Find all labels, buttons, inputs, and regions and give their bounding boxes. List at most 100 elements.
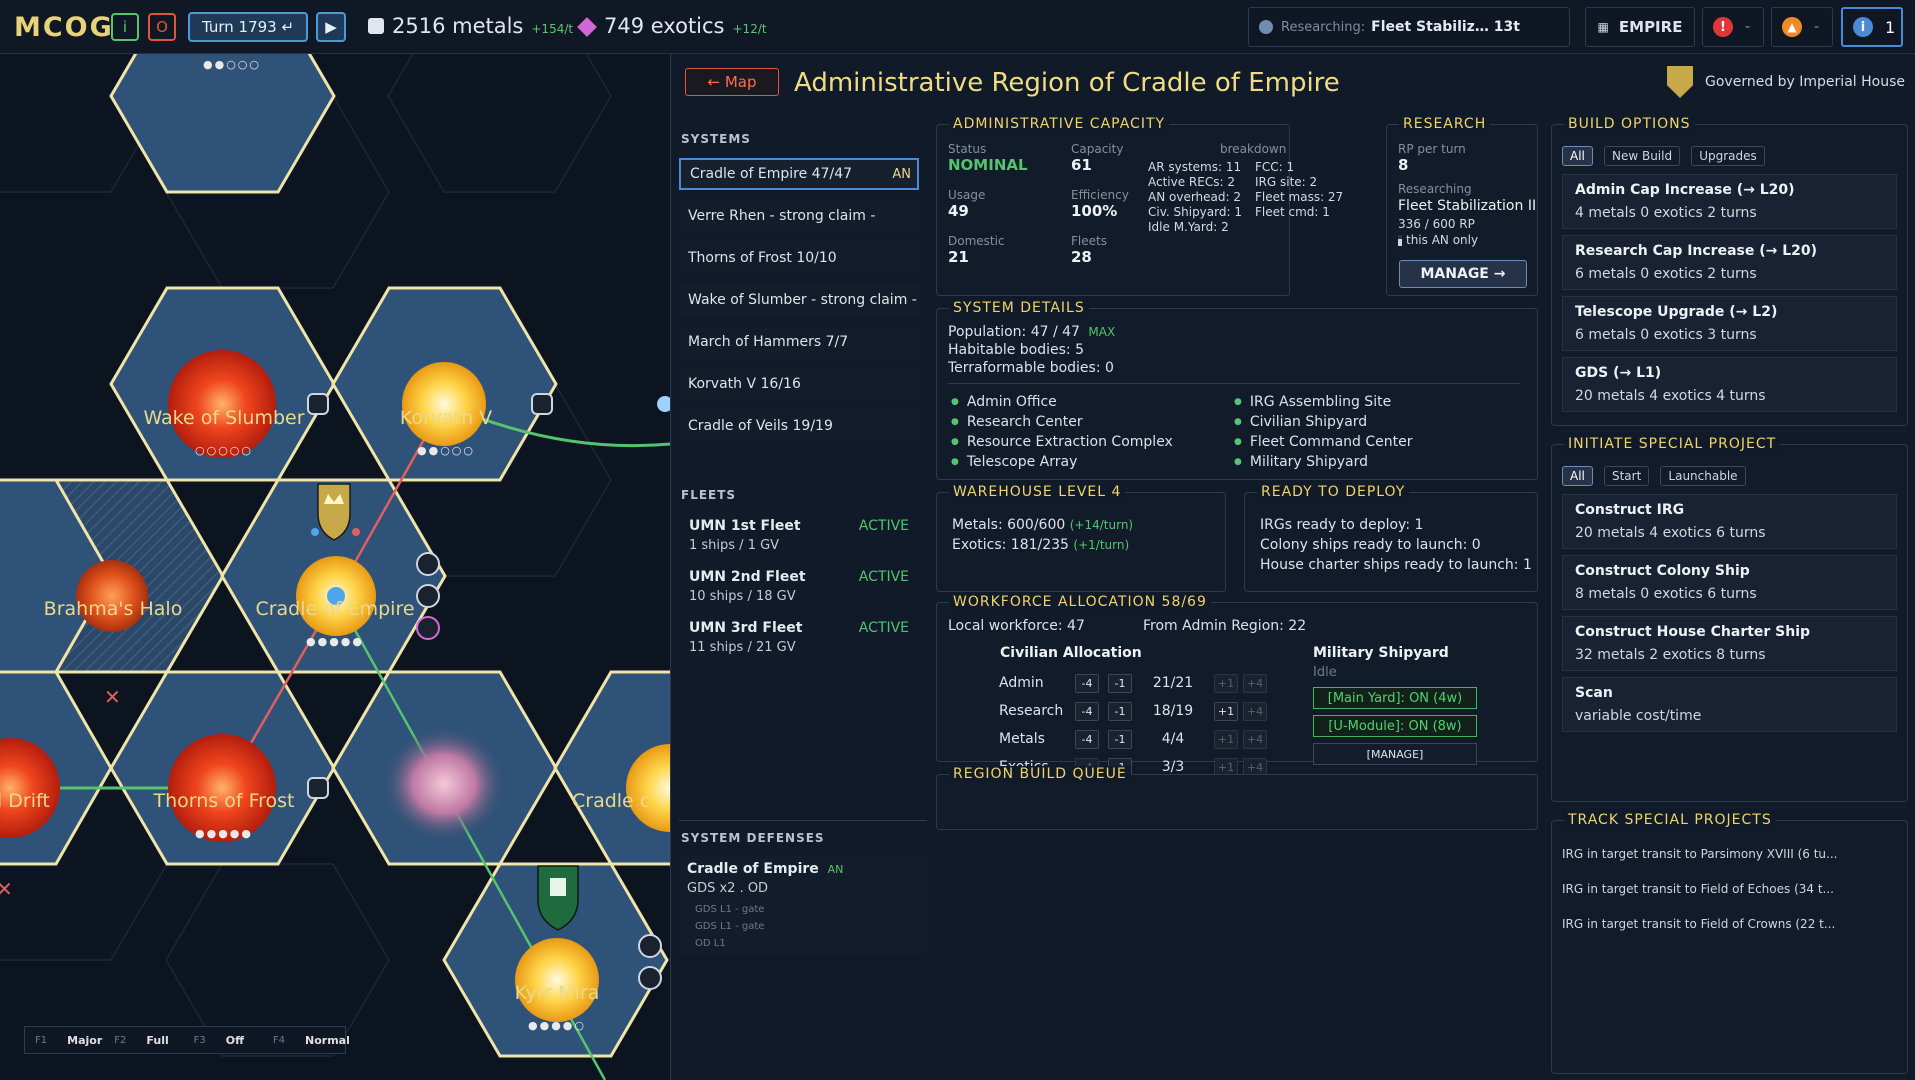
defense-item[interactable]: Cradle of Empire AN GDS x2 . OD GDS L1 -… [679,855,927,955]
special-filters: All Start Launchable [1562,465,1897,486]
key-f3-value[interactable]: Off [225,1033,244,1047]
special-project[interactable]: Construct Colony Ship 8 metals 0 exotics … [1562,555,1897,610]
system-label-cradle-of-empire[interactable]: Cradle of Empire [255,598,415,620]
plus-4-button[interactable]: +4 [1243,757,1267,777]
fleet-info: 10 ships / 18 GV [689,589,796,604]
deploy-box: READY TO DEPLOY IRGs ready to deploy: 1 … [1244,484,1538,592]
info-toggle-button[interactable]: i [111,13,139,41]
minus-1-button[interactable]: -1 [1108,729,1132,749]
play-button[interactable]: ▶ [316,12,346,42]
build-option[interactable]: GDS (→ L1) 20 metals 4 exotics 4 turns [1562,357,1897,412]
target-toggle-button[interactable]: O [148,13,176,41]
u-module-toggle[interactable]: [U-Module]: ON (8w) [1313,715,1477,737]
manage-research-button[interactable]: MANAGE → [1399,260,1527,288]
top-bar: MCOG i O Turn 1793 ↵ ▶ 2516 metals +154/… [0,0,1915,54]
system-label-cradle-c[interactable]: Cradle c [572,790,651,812]
fleet-item[interactable]: UMN 2nd Fleet ACTIVE 10 ships / 18 GV [679,563,919,610]
minus-4-button[interactable]: -4 [1075,701,1099,721]
progress-bar [1398,234,1402,246]
back-to-map-button[interactable]: ← Map [685,68,779,96]
system-dots-kyrr-mira: ●●●●○ [528,1019,586,1032]
tracked-project[interactable]: IRG in target transit to Parsimony XVIII… [1562,847,1838,861]
deploy-irgs: IRGs ready to deploy: 1 [1260,517,1424,533]
fleet-item[interactable]: UMN 1st Fleet ACTIVE 1 ships / 1 GV [679,512,919,559]
minus-4-button[interactable]: -4 [1075,673,1099,693]
key-f4-value[interactable]: Normal [305,1033,350,1047]
end-turn-button[interactable]: Turn 1793 ↵ [188,12,308,42]
filter-new-build[interactable]: New Build [1603,146,1681,166]
galaxy-map[interactable]: ✕ ✕ ●●○○○ Wake of Slumber ○○○○○ Korvath … [0,54,670,1080]
build-option[interactable]: Admin Cap Increase (→ L20) 4 metals 0 exo… [1562,174,1897,229]
hud-keybinds: F1 Major F2 Full F3 Off F4 Normal [24,1026,350,1054]
system-label-d-drift[interactable]: d Drift [0,790,50,812]
main-yard-toggle[interactable]: [Main Yard]: ON (4w) [1313,687,1477,709]
system-item[interactable]: Cradle of Veils 19/19 [679,410,919,442]
filter-launchable[interactable]: Launchable [1660,466,1746,486]
special-project[interactable]: Scan variable cost/time [1562,677,1897,732]
system-item[interactable]: March of Hammers 7/7 [679,326,919,358]
minus-4-button[interactable]: -4 [1075,729,1099,749]
plus-1-button[interactable]: +1 [1214,673,1238,693]
system-label-kyrr-mira[interactable]: Kyrr Mira [514,982,600,1004]
structures-right: IRG Assembling Site Civilian Shipyard Fl… [1234,393,1413,473]
region-title: Administrative Region of Cradle of Empir… [794,68,1340,98]
warehouse-stock: Metals: 600/600 (+14/turn) Exotics: 181/… [952,515,1133,555]
warning-button[interactable]: ▲ - [1771,7,1833,47]
filter-upgrades[interactable]: Upgrades [1691,146,1765,166]
system-label-brahmas-halo[interactable]: Brahma's Halo [43,598,183,620]
system-item[interactable]: Verre Rhen - strong claim - [679,200,919,232]
system-item[interactable]: Cradle of Empire 47/47 AN [679,158,919,190]
system-label-korvath-v[interactable]: Korvath V [399,407,493,429]
plus-1-button[interactable]: +1 [1214,701,1238,721]
tracked-project[interactable]: IRG in target transit to Field of Crowns… [1562,917,1836,931]
exotics-icon [577,17,597,37]
filter-all[interactable]: All [1562,466,1593,486]
key-f2-value[interactable]: Full [146,1033,169,1047]
fleet-name: UMN 2nd Fleet [689,569,806,585]
usage-value: 49 [948,202,969,220]
alert-button[interactable]: ! - [1702,7,1764,47]
special-project-cost: 32 metals 2 exotics 8 turns [1575,647,1766,663]
filter-start[interactable]: Start [1603,466,1650,486]
warehouse-metals: Metals: 600/600 [952,517,1066,533]
governor-info: Governed by Imperial House [1667,66,1905,98]
plus-4-button[interactable]: +4 [1243,729,1267,749]
admin-capacity-box: ADMINISTRATIVE CAPACITY Status NOMINAL U… [936,116,1343,296]
fleet-name: UMN 3rd Fleet [689,620,803,636]
metals-amount: 2516 metals [392,14,524,38]
warehouse-title: WAREHOUSE LEVEL 4 [949,484,1126,500]
fleet-item[interactable]: UMN 3rd Fleet ACTIVE 11 ships / 21 GV [679,614,919,661]
plus-1-button[interactable]: +1 [1214,729,1238,749]
plus-4-button[interactable]: +4 [1243,673,1267,693]
fleets-label: FLEETS [681,488,737,502]
filter-all[interactable]: All [1562,146,1593,166]
deploy-colony: Colony ships ready to launch: 0 [1260,537,1481,553]
key-f1-value[interactable]: Major [67,1033,103,1047]
system-label-thorns-of-frost[interactable]: Thorns of Frost [153,790,295,812]
info-button[interactable]: i 1 [1841,7,1903,47]
special-project-title: Construct Colony Ship [1575,563,1750,579]
manage-shipyard-button[interactable]: [MANAGE] [1313,743,1477,765]
alert-icon: ! [1713,17,1733,37]
special-project[interactable]: Construct IRG 20 metals 4 exotics 6 turns [1562,494,1897,549]
build-options-title: BUILD OPTIONS [1564,116,1695,132]
empire-button[interactable]: ▦ EMPIRE [1585,7,1695,47]
tracked-project[interactable]: IRG in target transit to Field of Echoes… [1562,882,1834,896]
build-option[interactable]: Research Cap Increase (→ L20) 6 metals 0 … [1562,235,1897,290]
systems-list[interactable]: Cradle of Empire 47/47 AN Verre Rhen - s… [679,158,919,460]
research-status[interactable]: Researching: Fleet Stabiliz… 13t [1248,7,1570,47]
plus-4-button[interactable]: +4 [1243,701,1267,721]
build-option[interactable]: Telescope Upgrade (→ L2) 6 metals 0 exoti… [1562,296,1897,351]
system-item[interactable]: Wake of Slumber - strong claim - [679,284,919,316]
track-projects-box: TRACK SPECIAL PROJECTS IRG in target tra… [1551,812,1908,1074]
system-dots-cradle-of-empire: ●●●●● [306,635,364,648]
system-item[interactable]: Korvath V 16/16 [679,368,919,400]
minus-1-button[interactable]: -1 [1108,673,1132,693]
minus-1-button[interactable]: -1 [1108,701,1132,721]
special-project[interactable]: Construct House Charter Ship 32 metals 2 … [1562,616,1897,671]
structure-item: Civilian Shipyard [1234,413,1413,433]
build-option-cost: 4 metals 0 exotics 2 turns [1575,205,1757,221]
system-item[interactable]: Thorns of Frost 10/10 [679,242,919,274]
system-label-wake-of-slumber[interactable]: Wake of Slumber [143,407,305,429]
info-count: 1 [1885,17,1896,37]
